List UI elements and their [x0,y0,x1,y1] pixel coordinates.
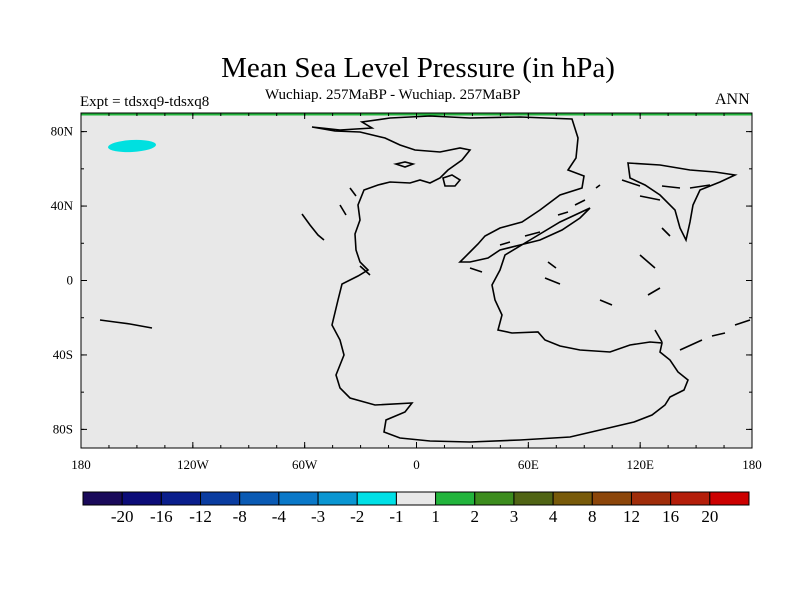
colorbar-swatch [670,491,711,506]
colorbar-swatch [630,491,672,506]
colorbar-label: -1 [389,507,403,526]
colorbar-label: 3 [510,507,519,526]
y-tick-label: 80S [53,421,73,436]
colorbar-swatch [709,491,750,506]
x-tick-label: 0 [413,457,420,472]
colorbar-swatch [552,491,593,506]
colorbar-swatch [435,491,476,506]
map-title: Mean Sea Level Pressure (in hPa) [221,52,615,84]
inland-lake-2 [393,161,416,168]
map-panel [81,113,752,448]
coastlines [99,115,751,443]
colorbar-label: -12 [189,507,212,526]
colorbar-label: 16 [662,507,679,526]
colorbar-label: -2 [350,507,364,526]
season-label: ANN [715,91,750,108]
west-islands [99,187,371,329]
experiment-label: Expt = tdsxq9-tdsxq8 [80,94,210,110]
x-tick-label: 60E [518,457,539,472]
colorbar-label: -8 [233,507,247,526]
colorbar-swatch [513,491,554,506]
east-coast-arm [627,162,738,243]
colorbar-label: 12 [623,507,640,526]
colorbar-label: 20 [701,507,718,526]
x-tick-label: 120W [177,457,210,472]
x-tick-label: 60W [292,457,318,472]
colorbar-swatch [121,491,162,506]
colorbar-swatch [591,491,632,506]
negative-anomaly-region [108,139,156,153]
tethys-islands [469,184,601,285]
colorbar-label: 4 [549,507,558,526]
map-subtitle: Wuchiap. 257MaBP - Wuchiap. 257MaBP [265,87,521,103]
colorbar-label: 1 [431,507,440,526]
colorbar-swatch [317,491,358,506]
colorbar-swatch [239,491,280,506]
x-tick-label: 120E [626,457,654,472]
colorbar [82,491,750,506]
east-islands [599,179,751,351]
inland-lake [442,174,462,187]
colorbar-swatch [82,491,123,506]
pangaea-coastline [311,115,689,443]
axis-tick-labels: 180 120W 60W 0 60E 120E 180 80N 40N 0 40S 80S [51,124,762,472]
colorbar-label: 2 [471,507,480,526]
y-tick-label: 0 [67,273,74,288]
colorbar-label: -16 [150,507,173,526]
x-tick-label: 180 [742,457,762,472]
colorbar-swatch [200,491,241,506]
y-tick-label: 40N [51,198,74,213]
colorbar-label: -3 [311,507,325,526]
colorbar-label: 8 [588,507,597,526]
colorbar-labels: -20 -16 -12 -8 -4 -3 -2 -1 1 2 3 4 8 12 16 20 [111,507,718,526]
colorbar-swatch [395,491,437,506]
colorbar-swatch [160,491,202,506]
colorbar-label: -20 [111,507,134,526]
colorbar-swatch [474,491,515,506]
x-tick-label: 180 [71,457,91,472]
y-tick-label: 80N [51,124,74,139]
colorbar-swatch [356,491,397,506]
colorbar-swatch [278,491,319,506]
axis-ticks [80,113,753,448]
colorbar-label: -4 [272,507,287,526]
y-tick-label: 40S [53,347,73,362]
